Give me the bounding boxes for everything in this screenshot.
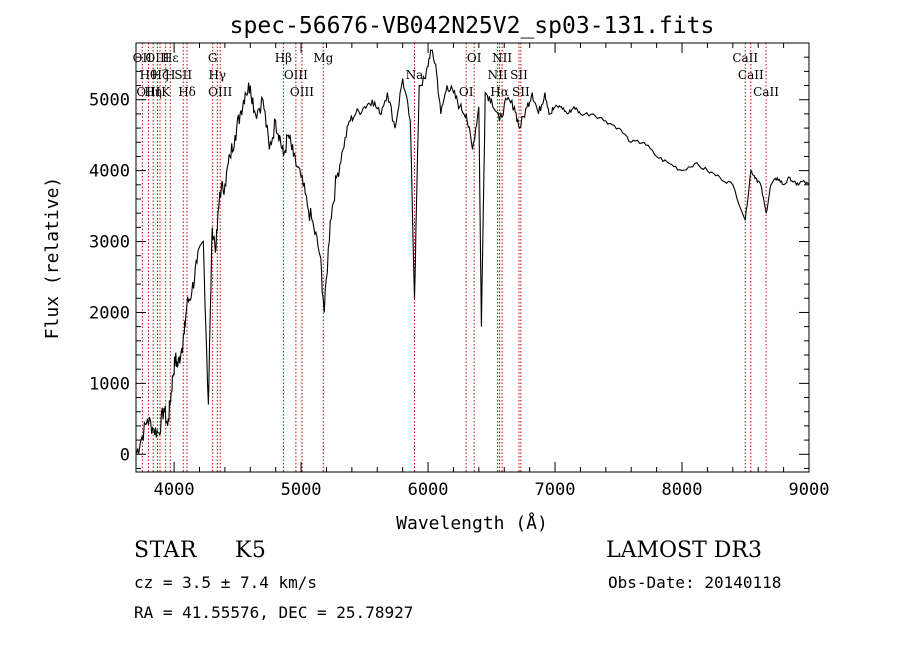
spectral-line-label: CaII [738, 68, 764, 82]
spectral-line-label: Na [406, 68, 424, 82]
spectral-line-label: OIII [145, 51, 169, 65]
spectral-line-label: Hδ [178, 85, 196, 99]
survey-label: LAMOST DR3 [606, 538, 762, 563]
y-tick-label: 4000 [89, 162, 130, 182]
spectral-line-label: NII [488, 68, 508, 82]
chart-title: spec-56676-VB042N25V2_sp03-131.fits [230, 13, 715, 39]
x-tick-label: 6000 [408, 480, 449, 500]
line-labels: OIIHθOIIIHηOIIIHζKHεHSIIHδGHγOIIIHβOIIIO… [133, 51, 780, 99]
x-tick-label: 8000 [662, 480, 703, 500]
x-axis-label: Wavelength (Å) [396, 512, 548, 534]
spectral-line-label: OII [133, 51, 153, 65]
spectral-line-label: Hθ [140, 68, 158, 82]
y-tick-label: 3000 [89, 233, 130, 253]
axis-ticks: 4000 5000 6000 7000 8000 9000 0 1000 2000 3000 400… [89, 43, 829, 500]
coordinates-text: RA = 41.55576, DEC = 25.78927 [134, 603, 414, 622]
spectral-line-label: Mg [313, 51, 333, 65]
plot-frame [135, 42, 810, 473]
spectral-line-markers [141, 43, 767, 472]
y-tick-label: 0 [120, 445, 130, 465]
y-tick-label: 2000 [89, 303, 130, 323]
x-tick-label: 5000 [281, 480, 322, 500]
spectral-line-label: Hβ [275, 51, 292, 65]
subclass-label: K5 [235, 538, 267, 563]
spectral-line-label: SII [174, 68, 192, 82]
spectral-line-label: Hε [162, 51, 179, 65]
x-tick-label: 7000 [535, 480, 576, 500]
spectral-line-label: OIII [136, 85, 160, 99]
spectral-line-label: OI [459, 85, 474, 99]
spectral-line-label: K [161, 85, 171, 99]
spectral-line-label: Hα [490, 85, 509, 99]
y-axis-label: Flux (relative) [42, 177, 63, 340]
obs-date-text: Obs-Date: 20140118 [608, 573, 782, 592]
spectral-line-label: OIII [290, 85, 314, 99]
spectral-line-label: OIII [284, 68, 308, 82]
spectral-line-label: CaII [753, 85, 779, 99]
spectral-line-label: Hζ [152, 68, 169, 82]
y-tick-label: 5000 [89, 91, 130, 111]
spectrum-line [135, 49, 810, 455]
object-class: STAR K5 [134, 538, 266, 563]
spectral-line-label: CaII [732, 51, 758, 65]
spectral-line-label: OIII [208, 85, 232, 99]
spectral-line-label: SII [512, 85, 530, 99]
x-tick-label: 9000 [789, 480, 830, 500]
spectral-line-label: G [208, 51, 218, 65]
spectral-line-label: Hη [144, 85, 162, 99]
x-tick-label: 4000 [154, 480, 195, 500]
spectral-line-label: Hγ [208, 68, 226, 82]
y-tick-label: 1000 [89, 374, 130, 394]
spectral-line-label: NII [492, 51, 512, 65]
spectral-line-label: H [165, 68, 175, 82]
spectrum-series [135, 49, 810, 455]
class-label: STAR [134, 538, 197, 563]
spectral-line-label: SII [510, 68, 528, 82]
redshift-text: cz = 3.5 ± 7.4 km/s [134, 573, 318, 592]
spectral-line-label: OI [467, 51, 482, 65]
